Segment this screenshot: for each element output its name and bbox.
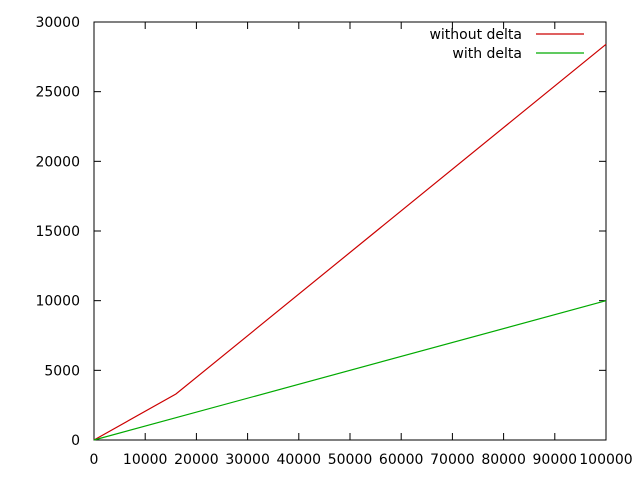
x-tick-label: 10000: [123, 452, 168, 468]
plot-frame: [93, 21, 607, 441]
x-tick-label: 20000: [174, 452, 219, 468]
x-tick-label: 50000: [328, 452, 373, 468]
x-tick-label: 80000: [481, 452, 526, 468]
series-line-without-delta: [93, 43, 607, 441]
series-lines: [93, 43, 607, 441]
plot-border: [93, 21, 607, 441]
y-tick-label: 30000: [35, 15, 80, 31]
x-tick-label: 0: [90, 452, 99, 468]
y-tick-label: 15000: [35, 224, 80, 240]
axis-ticks: [93, 21, 607, 441]
x-tick-label: 40000: [277, 452, 322, 468]
x-tick-label: 90000: [533, 452, 578, 468]
y-tick-label: 5000: [44, 363, 80, 379]
x-tick-label: 70000: [430, 452, 475, 468]
axis-tick-labels: 0 10000 20000 30000 40000 50000 60000 70000 8000…: [35, 15, 632, 468]
y-tick-label: 20000: [35, 154, 80, 170]
x-tick-label: 30000: [225, 452, 270, 468]
x-tick-label: 60000: [379, 452, 424, 468]
y-tick-label: 0: [71, 433, 80, 449]
series-line-with-delta: [93, 300, 607, 441]
x-tick-label: 100000: [579, 452, 632, 468]
legend: without delta with delta: [429, 27, 584, 62]
legend-label: with delta: [452, 46, 522, 62]
legend-label: without delta: [429, 27, 522, 43]
y-tick-label: 25000: [35, 85, 80, 101]
y-tick-label: 10000: [35, 294, 80, 310]
